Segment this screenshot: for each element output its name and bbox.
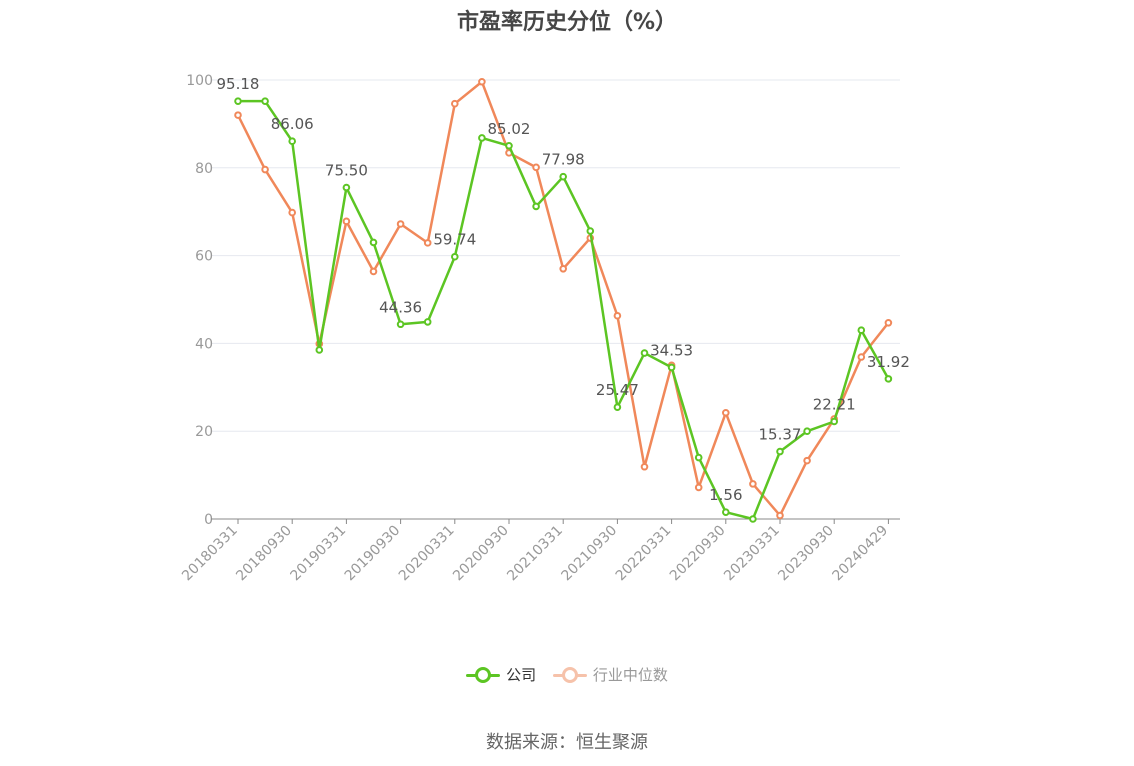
company-point xyxy=(532,202,540,211)
industry-point xyxy=(369,267,378,276)
legend-company-label: 公司 xyxy=(506,666,537,684)
data-source: 数据来源：恒生聚源 xyxy=(486,732,648,753)
x-tick-label: 20190930 xyxy=(342,523,404,585)
company-point xyxy=(234,97,242,105)
company-point xyxy=(559,172,568,181)
industry-point xyxy=(640,462,649,471)
industry-point xyxy=(803,456,811,465)
legend-industry-swatch-icon xyxy=(552,666,587,684)
x-tick-label: 20220930 xyxy=(667,523,729,585)
x-tick-label: 20200331 xyxy=(396,523,458,585)
y-tick-label: 100 xyxy=(186,73,213,89)
industry-point xyxy=(559,264,568,273)
x-tick-label: 20230331 xyxy=(721,523,783,585)
company-point xyxy=(342,183,351,192)
industry-point xyxy=(857,353,866,361)
industry-point xyxy=(613,311,622,320)
x-tick-label: 20180930 xyxy=(233,523,295,585)
industry-point xyxy=(722,408,730,417)
company-point xyxy=(640,349,649,357)
chart-title: 市盈率历史分位（%） xyxy=(456,10,678,35)
company-data-label: 15.37 xyxy=(759,426,802,444)
industry-point xyxy=(234,111,242,119)
industry-point xyxy=(694,483,703,492)
x-tick-label: 20210331 xyxy=(504,523,566,585)
company-point xyxy=(315,346,324,354)
legend-industry-label: 行业中位数 xyxy=(592,666,668,684)
company-point xyxy=(396,320,405,329)
company-point xyxy=(857,326,866,335)
series-layer xyxy=(234,77,893,523)
industry-point xyxy=(532,163,540,172)
company-point xyxy=(667,363,676,372)
company-point xyxy=(505,141,513,150)
company-data-label: 86.06 xyxy=(271,115,314,133)
company-data-label: 59.74 xyxy=(433,231,476,249)
industry-series-line xyxy=(236,80,890,517)
y-tick-label: 20 xyxy=(195,424,213,440)
x-tick-label: 20240429 xyxy=(830,523,892,585)
industry-point xyxy=(451,99,459,108)
company-data-label: 75.50 xyxy=(325,162,368,180)
company-data-label: 77.98 xyxy=(542,151,585,169)
industry-point xyxy=(478,77,486,86)
company-point xyxy=(261,97,269,105)
x-tick-label: 20180331 xyxy=(179,523,241,585)
company-data-label: 22.21 xyxy=(813,395,856,413)
y-tick-label: 0 xyxy=(204,512,213,528)
company-data-label: 25.47 xyxy=(596,381,639,399)
company-point xyxy=(722,508,730,516)
axis-layer: 0 20 40 60 80 100 2018033120180930201903312019… xyxy=(179,73,900,584)
company-point xyxy=(478,134,486,142)
company-point xyxy=(586,227,595,235)
legend-item-industry-median[interactable]: 行业中位数 xyxy=(552,664,668,685)
y-tick-label: 40 xyxy=(195,336,213,352)
pe-percentile-chart: 0 20 40 60 80 100 2018033120180930201903312019… xyxy=(179,73,910,584)
company-data-label: 44.36 xyxy=(379,298,422,316)
y-tick-label: 60 xyxy=(195,249,213,265)
industry-point xyxy=(884,318,893,327)
industry-point xyxy=(423,239,432,247)
company-point xyxy=(884,375,893,383)
company-point xyxy=(803,427,811,436)
legend: 公司 行业中位数 xyxy=(0,664,1134,688)
industry-point xyxy=(261,165,269,174)
x-tick-label: 20230930 xyxy=(775,523,837,585)
industry-point xyxy=(396,220,405,228)
legend-item-company[interactable]: 公司 xyxy=(466,664,536,685)
company-point xyxy=(830,417,839,426)
company-point xyxy=(694,453,703,462)
industry-point xyxy=(749,480,757,488)
x-tick-label: 20200930 xyxy=(450,523,512,585)
industry-point xyxy=(342,217,351,226)
company-data-label: 95.18 xyxy=(217,75,260,93)
x-tick-label: 20190331 xyxy=(288,523,350,585)
company-data-label: 34.53 xyxy=(650,341,693,359)
y-tick-label: 80 xyxy=(195,161,213,177)
company-data-label: 1.56 xyxy=(709,486,742,504)
company-data-label: 85.02 xyxy=(488,120,531,138)
company-point xyxy=(451,252,459,261)
x-tick-label: 20210930 xyxy=(559,523,621,585)
company-point xyxy=(613,403,622,411)
company-data-label: 31.92 xyxy=(867,353,910,371)
label-layer: 95.18 86.06 75.50 44.36 59.74 85.02 77.98 25.47… xyxy=(217,75,910,504)
company-point xyxy=(288,137,297,145)
grid-layer xyxy=(211,79,900,432)
x-tick-label: 20220331 xyxy=(613,523,675,585)
company-point xyxy=(423,318,432,326)
industry-point xyxy=(288,208,297,217)
industry-point xyxy=(776,511,784,520)
legend-company-swatch-icon xyxy=(466,666,501,684)
company-point xyxy=(369,238,378,247)
company-point xyxy=(776,447,784,456)
company-point xyxy=(749,515,757,523)
